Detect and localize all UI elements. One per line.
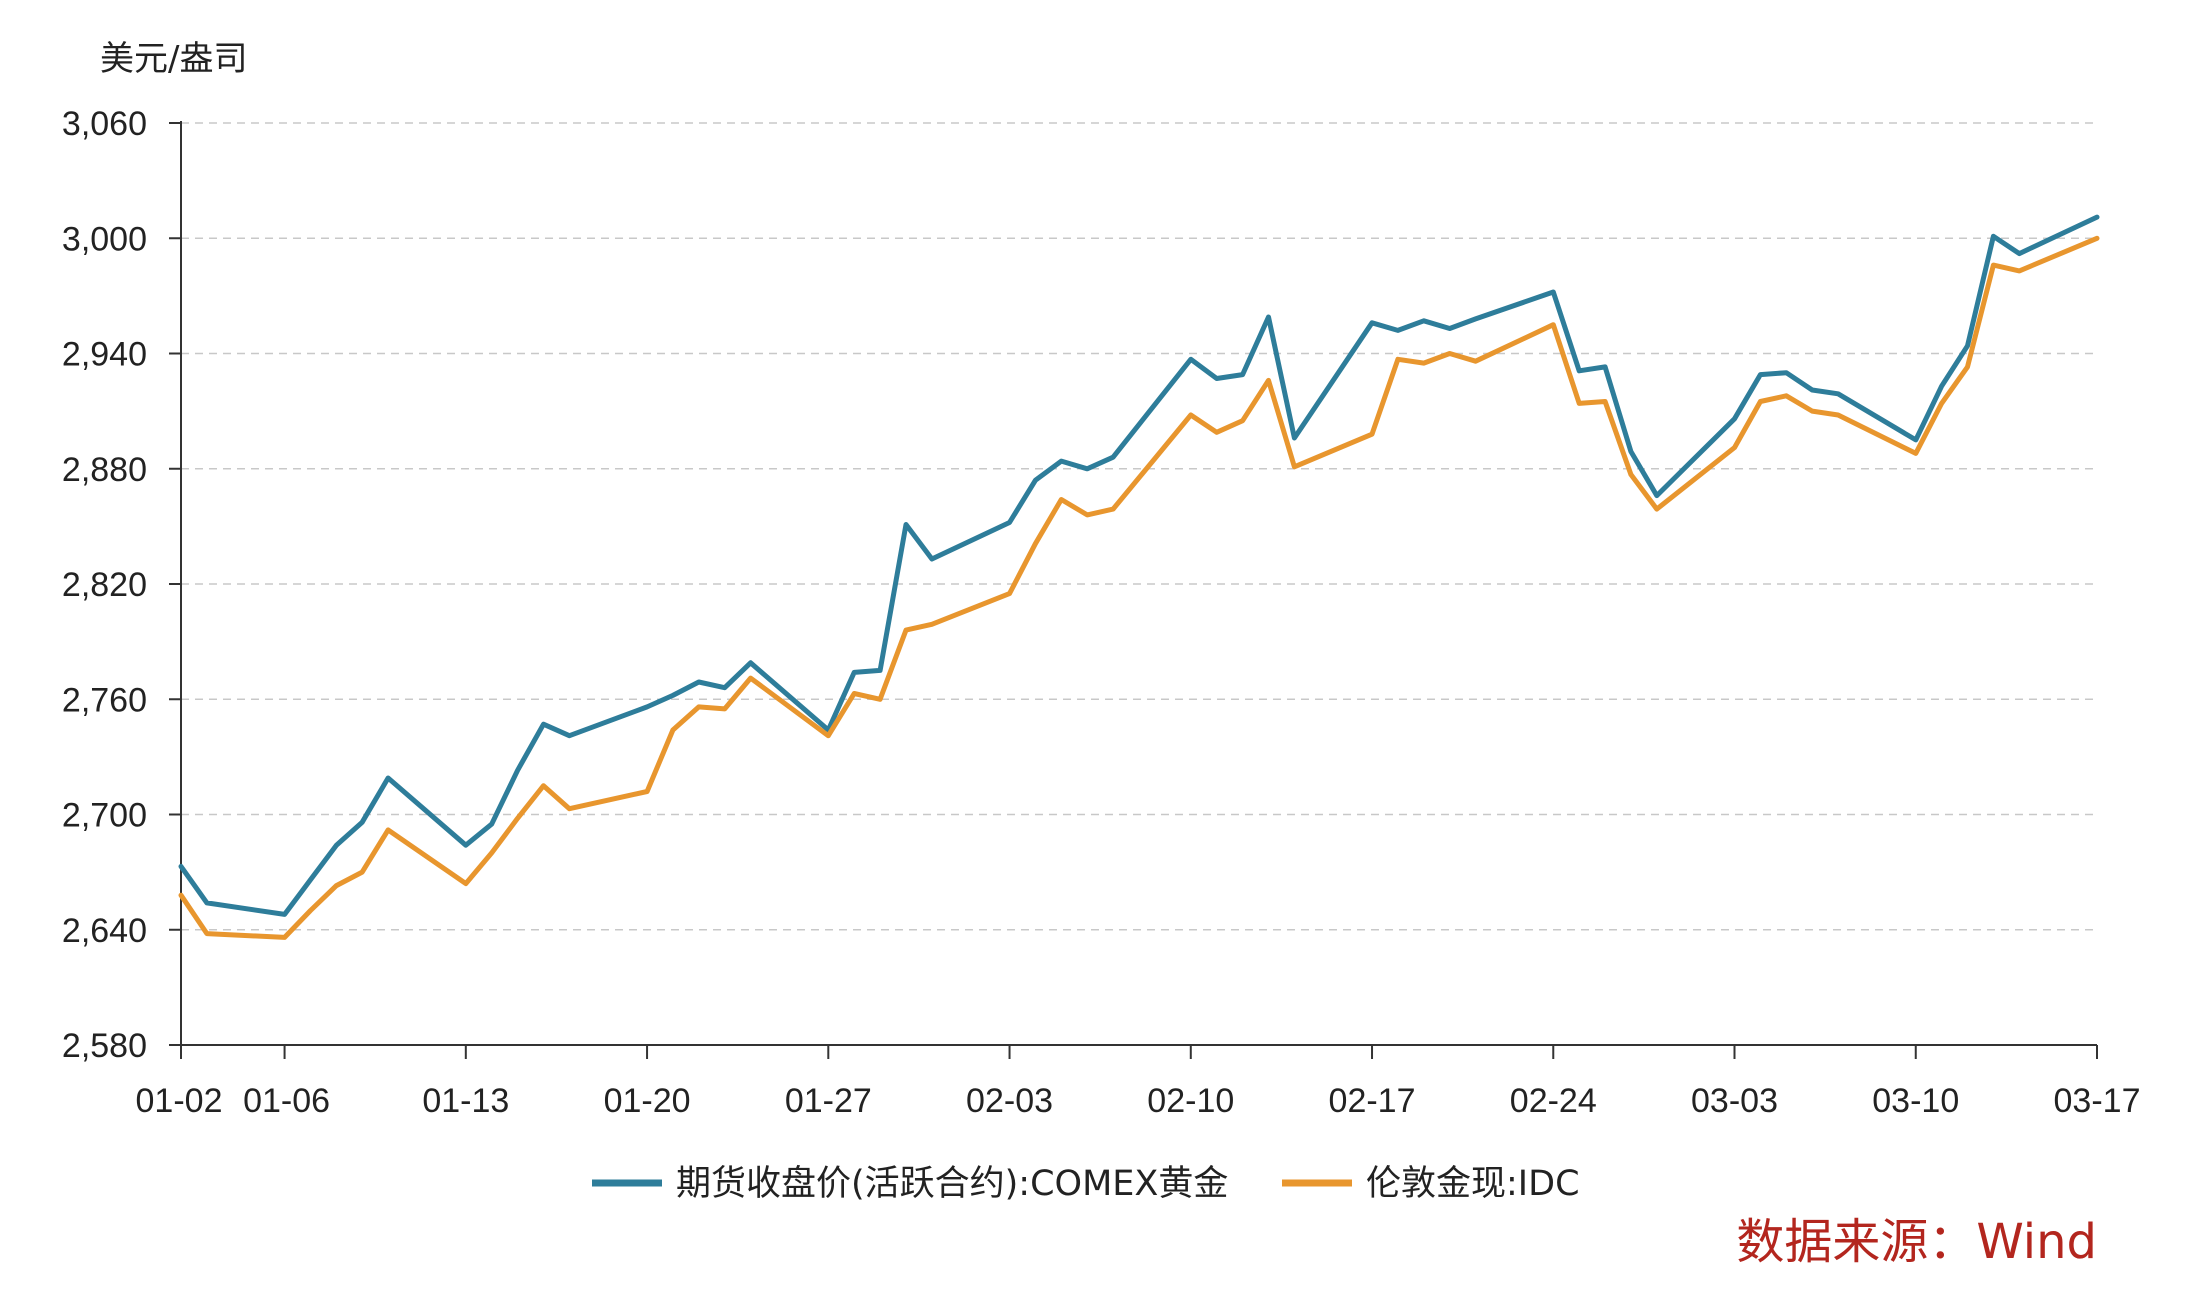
y-tick-label: 2,940 — [62, 336, 147, 374]
x-tick-label: 01-13 — [422, 1082, 509, 1120]
x-tick-label: 01-20 — [604, 1082, 691, 1120]
y-tick-label: 2,640 — [62, 912, 147, 950]
x-tick-label: 02-17 — [1329, 1082, 1416, 1120]
axes — [169, 121, 2098, 1059]
y-tick-label: 2,580 — [62, 1027, 147, 1065]
y-tick-label: 2,820 — [62, 566, 147, 604]
x-tick-label: 03-03 — [1691, 1082, 1778, 1120]
y-tick-label: 3,060 — [62, 105, 147, 143]
data-source-label: 数据来源：Wind — [1736, 1214, 2097, 1270]
y-tick-label: 3,000 — [62, 220, 147, 258]
x-tick-label: 01-06 — [243, 1082, 330, 1120]
series-lines — [178, 214, 2100, 940]
y-tick-label: 2,880 — [62, 451, 147, 489]
x-tick-labels: 01-02 01-06 01-13 01-20 01-27 02-03 02-10 02-17… — [136, 1082, 2141, 1120]
legend-label-london: 伦敦金现:IDC — [1366, 1164, 1580, 1204]
x-tick-label: 01-27 — [785, 1082, 872, 1120]
x-tick-label: 03-10 — [1872, 1082, 1959, 1120]
legend-label-comex: 期货收盘价(活跃合约):COMEX黄金 — [676, 1164, 1228, 1204]
y-tick-label: 2,700 — [62, 797, 147, 835]
x-tick-label: 02-03 — [966, 1082, 1053, 1120]
grid-lines — [181, 122, 2097, 931]
y-axis-unit-label: 美元/盎司 — [100, 39, 247, 79]
series-line-london-gold — [178, 235, 2100, 940]
x-tick-label: 02-10 — [1147, 1082, 1234, 1120]
x-tick-label: 03-17 — [2054, 1082, 2141, 1120]
series-line-comex-gold — [178, 214, 2100, 917]
y-tick-label: 2,760 — [62, 681, 147, 719]
x-tick-label: 01-02 — [136, 1082, 223, 1120]
legend: 期货收盘价(活跃合约):COMEX黄金 伦敦金现:IDC — [592, 1164, 1580, 1204]
x-tick-label: 02-24 — [1510, 1082, 1597, 1120]
y-tick-labels: 2,580 2,640 2,700 2,760 2,820 2,880 2,940 3,000… — [62, 105, 147, 1065]
